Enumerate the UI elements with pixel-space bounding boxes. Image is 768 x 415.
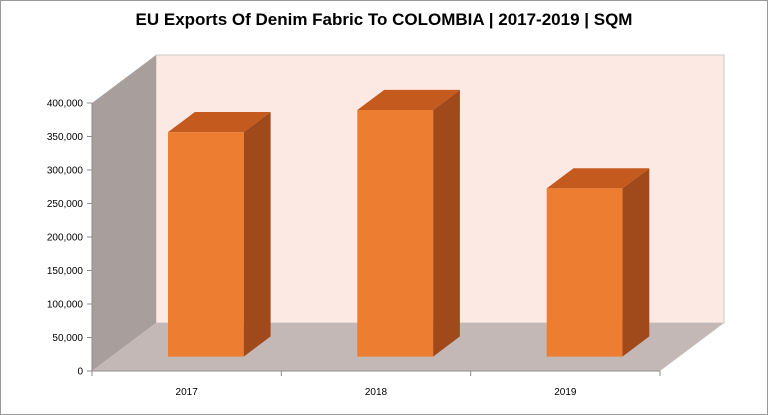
bar-side [243, 112, 271, 357]
y-tick-label: 0 [77, 367, 83, 378]
bar-2017 [168, 112, 271, 357]
y-tick-label: 100,000 [47, 300, 84, 311]
side-wall [92, 55, 156, 371]
bar-front [357, 110, 434, 357]
chart-title: EU Exports Of Denim Fabric To COLOMBIA |… [135, 10, 633, 29]
bar-top [546, 168, 650, 189]
bar-2018 [357, 89, 460, 357]
bar-top [357, 89, 460, 110]
x-axis-ticks: 2017 2018 2019 [176, 387, 577, 398]
axes [87, 102, 661, 376]
y-tick-label: 200,000 [47, 233, 84, 244]
y-tick-label: 150,000 [47, 266, 84, 277]
y-tick-label: 50,000 [52, 333, 83, 344]
y-tick-label: 250,000 [47, 199, 84, 210]
bar-top [168, 112, 271, 133]
bars [168, 89, 650, 357]
x-tick-label: 2018 [365, 387, 388, 398]
bar-2019 [546, 168, 650, 357]
y-axis-ticks: 0 50,000 100,000 150,000 200,000 250,000 300,0… [47, 99, 84, 378]
x-tick-label: 2017 [176, 387, 199, 398]
y-tick-label: 400,000 [47, 99, 84, 110]
y-tick-label: 350,000 [47, 132, 84, 143]
bar-front [168, 132, 244, 357]
bar-front [546, 188, 623, 357]
y-tick-label: 300,000 [47, 166, 84, 177]
bar-side [622, 168, 650, 357]
bar-side [433, 89, 460, 357]
x-tick-label: 2019 [554, 387, 577, 398]
